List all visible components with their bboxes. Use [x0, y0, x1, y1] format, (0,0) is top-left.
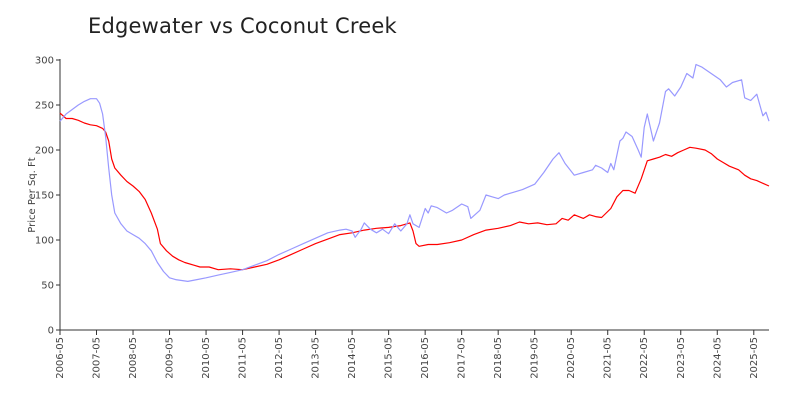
x-tick-label: 2013-05	[311, 337, 322, 379]
x-tick-label: 2006-05	[55, 337, 66, 379]
series-layer	[59, 63, 770, 282]
chart-title: Edgewater vs Coconut Creek	[88, 14, 397, 38]
y-axis-label: Price Per Sq. Ft	[27, 157, 38, 232]
x-tick-label: 2024-05	[712, 337, 723, 379]
x-tick-label: 2009-05	[165, 337, 176, 379]
y-tick-label: 100	[35, 236, 54, 247]
y-tick-label: 50	[41, 281, 54, 292]
x-tick-label: 2018-05	[493, 337, 504, 379]
x-tick-label: 2016-05	[420, 337, 431, 379]
y-tick-label: 150	[35, 191, 54, 202]
x-tick-label: 2014-05	[347, 337, 358, 379]
x-tick-label: 2019-05	[530, 337, 541, 379]
x-tick-label: 2011-05	[238, 337, 249, 379]
series-line-1	[59, 112, 770, 271]
x-tick-label: 2007-05	[92, 337, 103, 379]
x-tick-label: 2025-05	[749, 337, 760, 379]
x-tick-label: 2021-05	[603, 337, 614, 379]
x-axis: 2006-05 2007-05 2008-05 2009-05 2010-05 2011-…	[55, 329, 769, 379]
series-line-2	[59, 63, 770, 282]
x-tick-label: 2015-05	[384, 337, 395, 379]
x-tick-label: 2022-05	[639, 337, 650, 379]
y-tick-label: 250	[35, 101, 54, 112]
y-axis: 0 50 100 150 200 250 300	[35, 56, 61, 337]
x-tick-label: 2020-05	[566, 337, 577, 379]
x-tick-label: 2017-05	[457, 337, 468, 379]
y-tick-label: 300	[35, 56, 54, 67]
y-tick-label: 0	[48, 326, 54, 337]
y-tick-label: 200	[35, 146, 54, 157]
x-tick-label: 2023-05	[676, 337, 687, 379]
x-tick-label: 2010-05	[201, 337, 212, 379]
x-tick-label: 2008-05	[128, 337, 139, 379]
x-tick-label: 2012-05	[274, 337, 285, 379]
